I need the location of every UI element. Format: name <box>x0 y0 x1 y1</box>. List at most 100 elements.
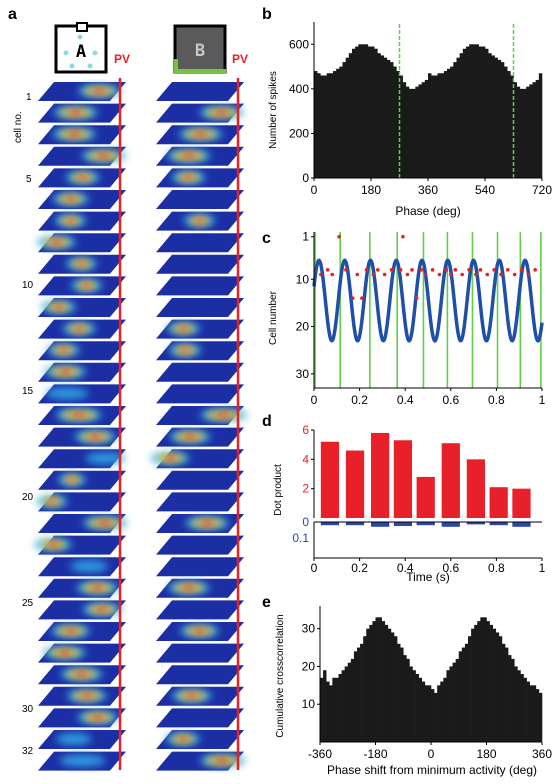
chart-c-point <box>405 272 410 277</box>
rate-map-peak <box>73 671 90 678</box>
chart-c-point <box>492 268 496 272</box>
chart-d-top-bars <box>320 432 531 518</box>
chart-c-point <box>350 296 355 300</box>
chart-b-bar <box>333 71 337 178</box>
rate-map <box>38 708 126 728</box>
chart-c-point <box>478 268 483 272</box>
chart-d-top-bar <box>345 450 365 518</box>
rate-map <box>156 384 244 404</box>
chart-e-bar <box>326 681 330 742</box>
rate-map-field <box>45 387 89 400</box>
chart-b-bar <box>412 88 416 178</box>
chart-b-xtick-label: 360 <box>418 183 438 197</box>
chart-c-point <box>499 272 503 277</box>
chart-b-bar <box>478 46 483 179</box>
chart-c-point <box>360 296 364 300</box>
rate-map-peak <box>64 196 78 202</box>
chart-e-bar <box>501 643 506 742</box>
chart-e-bar <box>427 685 432 742</box>
chart-e-bar <box>492 628 497 742</box>
chart-e-ylabel: Cumulative crosscorrelation <box>275 614 286 737</box>
chart-b-bar <box>494 57 498 178</box>
chart-b-bar <box>383 57 388 178</box>
rate-map <box>156 190 244 209</box>
rate-map <box>38 665 126 685</box>
chart-e-bar <box>323 670 327 742</box>
rate-map <box>38 470 126 490</box>
rate-map-peak <box>179 347 191 354</box>
panel-letter-e: e <box>262 594 271 611</box>
rate-map <box>156 708 244 728</box>
rate-map <box>38 622 126 641</box>
chart-c-point <box>437 272 442 277</box>
chart-d-top-bar <box>512 488 531 518</box>
panel-letter-a: a <box>8 6 17 23</box>
chart-e-bar <box>353 651 358 742</box>
chart-b-bar <box>431 75 435 178</box>
chart-b-xlabel: Phase (deg) <box>395 204 460 218</box>
chart-e-bar <box>320 677 324 742</box>
reward-well-icon <box>69 63 75 69</box>
cell-label-10: 10 <box>22 280 34 291</box>
chart-b-bar <box>529 84 533 178</box>
chart-b-bar <box>472 44 476 179</box>
cell-axis-label: cell no. <box>13 111 24 143</box>
reward-well-icon <box>87 63 93 69</box>
chart-e-bar <box>418 677 423 742</box>
chart-e-bar <box>455 658 460 742</box>
rate-map-peak <box>47 498 58 505</box>
rate-map <box>38 751 126 771</box>
chart-e-bar <box>437 685 441 742</box>
chart-c-xtick-label: 0.2 <box>351 393 368 407</box>
cell-number-labels: 1 5 10 15 20 25 30 32 <box>22 92 34 757</box>
chart-e-bar <box>406 658 410 742</box>
rate-map <box>156 168 244 188</box>
chart-b-bar <box>443 71 448 178</box>
chart-b-bar <box>418 84 422 178</box>
rate-map <box>38 643 126 663</box>
chart-c-point <box>519 268 524 272</box>
reward-well-icon <box>77 34 83 40</box>
rate-map-peak <box>73 325 85 332</box>
chart-d-ytick-label-bottom: 0 <box>302 515 309 529</box>
environment-b-cue-left <box>174 59 178 73</box>
chart-e-bar <box>347 662 352 742</box>
chart-b-bar <box>415 86 419 178</box>
chart-c-point <box>449 272 453 277</box>
rate-map-plane <box>156 557 244 577</box>
chart-b-bar <box>447 68 451 178</box>
chart-b-xtick-label: 0 <box>311 183 318 197</box>
chart-d-xlabel: Time (s) <box>406 570 450 584</box>
rate-map <box>38 125 126 145</box>
chart-d-top-bar <box>416 476 435 518</box>
pv-label-b: PV <box>232 52 248 66</box>
rate-map-peak <box>182 174 195 181</box>
chart-b-bar <box>358 44 362 179</box>
chart-b-bar <box>453 62 457 178</box>
chart-b-ylabel: Number of spikes <box>268 71 279 149</box>
chart-b-bar <box>504 66 508 178</box>
rate-map <box>156 557 244 577</box>
chart-e-bar <box>363 636 367 742</box>
chart-e-bar <box>452 662 456 742</box>
reward-well-icon <box>63 50 69 56</box>
chart-b-bar <box>507 71 511 178</box>
rate-map-peak <box>79 692 95 699</box>
chart-b-bar <box>510 75 514 178</box>
chart-c-point <box>460 272 465 277</box>
chart-c-point <box>401 234 405 239</box>
chart-e-bar <box>384 624 389 742</box>
chart-e-bar <box>511 658 515 742</box>
chart-e-bar <box>360 643 364 742</box>
chart-d-axis-lines <box>313 522 542 559</box>
chart-e-bar <box>387 628 392 742</box>
chart-c-xtick-label: 0.6 <box>442 393 459 407</box>
chart-e-bar <box>486 621 490 742</box>
rate-map-peak <box>213 757 231 764</box>
rate-map <box>38 298 126 317</box>
rate-map <box>38 211 126 231</box>
rate-map-plane <box>156 535 244 555</box>
chart-c-point <box>371 272 376 277</box>
chart-e-bar <box>357 647 361 742</box>
